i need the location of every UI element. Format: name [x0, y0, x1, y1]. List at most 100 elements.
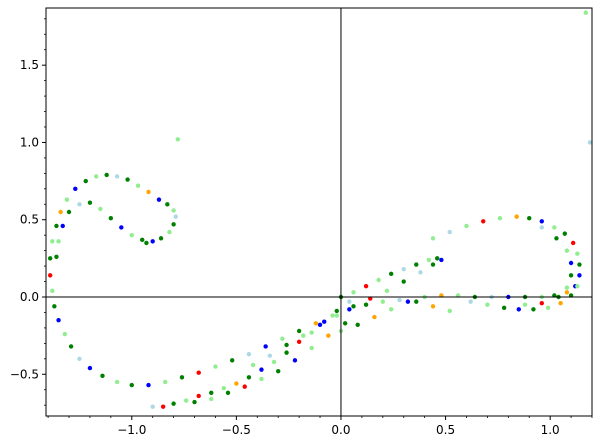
data-point — [485, 302, 490, 307]
data-point — [296, 339, 302, 345]
data-point — [376, 277, 381, 283]
data-point — [60, 223, 65, 229]
y-tick-label: 1.0 — [20, 135, 39, 149]
data-point — [447, 308, 452, 314]
y-tick-label: 1.5 — [20, 58, 39, 72]
data-point — [54, 254, 59, 260]
data-point — [309, 345, 314, 351]
data-point — [167, 229, 172, 235]
data-point — [355, 322, 360, 328]
data-point — [384, 288, 390, 294]
data-point — [322, 319, 327, 324]
data-point — [363, 302, 369, 307]
data-point — [296, 328, 302, 334]
data-point — [158, 236, 164, 241]
data-point — [47, 256, 53, 261]
data-point — [50, 288, 55, 294]
data-point — [284, 342, 289, 348]
data-point — [52, 304, 57, 309]
data-point — [577, 273, 582, 278]
data-point — [150, 239, 155, 244]
data-point — [156, 197, 162, 202]
data-point — [301, 333, 306, 338]
data-point — [401, 279, 406, 284]
data-point — [418, 270, 423, 275]
data-point — [334, 313, 339, 318]
data-point — [50, 239, 55, 244]
data-point — [66, 209, 72, 215]
data-point — [564, 285, 570, 290]
data-point — [434, 256, 440, 261]
data-point — [160, 404, 166, 409]
data-point — [58, 209, 63, 215]
data-point — [522, 302, 528, 307]
data-point — [334, 308, 339, 314]
data-point — [388, 271, 394, 277]
data-point — [575, 251, 580, 256]
data-point — [401, 266, 406, 272]
data-point — [414, 262, 419, 267]
data-point — [146, 382, 151, 388]
data-point — [259, 367, 264, 372]
data-point — [577, 262, 582, 267]
data-point — [342, 321, 348, 326]
data-point — [87, 365, 93, 371]
data-point — [246, 351, 252, 357]
data-point — [464, 223, 469, 229]
data-point — [558, 300, 563, 306]
data-point — [539, 300, 544, 306]
data-point — [568, 260, 574, 266]
data-point — [196, 370, 201, 375]
data-point — [514, 214, 519, 219]
data-point — [213, 364, 218, 369]
data-point — [545, 305, 551, 311]
y-tick-label: −0.5 — [10, 367, 39, 381]
data-point — [196, 393, 201, 399]
data-point — [481, 219, 486, 224]
data-point — [146, 189, 151, 195]
data-point — [68, 344, 74, 349]
data-point — [351, 290, 356, 295]
data-point — [140, 237, 145, 243]
data-point — [539, 225, 544, 230]
data-point — [562, 231, 568, 236]
data-point — [129, 232, 134, 238]
x-tick-label: −0.5 — [222, 423, 251, 437]
data-point — [263, 344, 268, 349]
x-tick-label: −1.0 — [117, 423, 146, 437]
data-point — [192, 399, 197, 405]
data-point — [426, 257, 432, 263]
data-point — [552, 225, 557, 230]
data-point — [280, 336, 285, 341]
data-point — [292, 358, 298, 363]
data-point — [242, 384, 247, 389]
data-point — [129, 382, 134, 388]
data-point — [150, 404, 155, 409]
data-point — [135, 183, 141, 188]
data-point — [173, 214, 178, 219]
data-point — [209, 390, 214, 396]
plot-frame — [45, 7, 593, 417]
data-point — [271, 359, 277, 365]
data-point — [564, 248, 570, 253]
data-point — [83, 178, 88, 184]
data-point — [583, 10, 588, 15]
data-point — [114, 174, 120, 179]
data-point — [587, 140, 593, 145]
data-point — [501, 305, 507, 311]
data-point — [209, 396, 214, 402]
data-point — [77, 356, 82, 362]
data-point — [77, 202, 82, 207]
data-point — [108, 215, 114, 221]
data-point — [347, 307, 352, 312]
ticks-layer: −1.0 −0.5 0.0 0.5 1.0 −0.5 0.0 0.5 1.0 1.5 — [10, 18, 593, 437]
data-point — [564, 290, 570, 295]
data-point — [388, 307, 394, 312]
data-point — [98, 206, 103, 212]
data-point — [372, 314, 377, 320]
data-point — [516, 307, 521, 312]
data-point — [527, 215, 532, 221]
x-tick-label: 0.5 — [436, 423, 455, 437]
data-point — [284, 350, 289, 355]
data-point — [309, 330, 314, 335]
